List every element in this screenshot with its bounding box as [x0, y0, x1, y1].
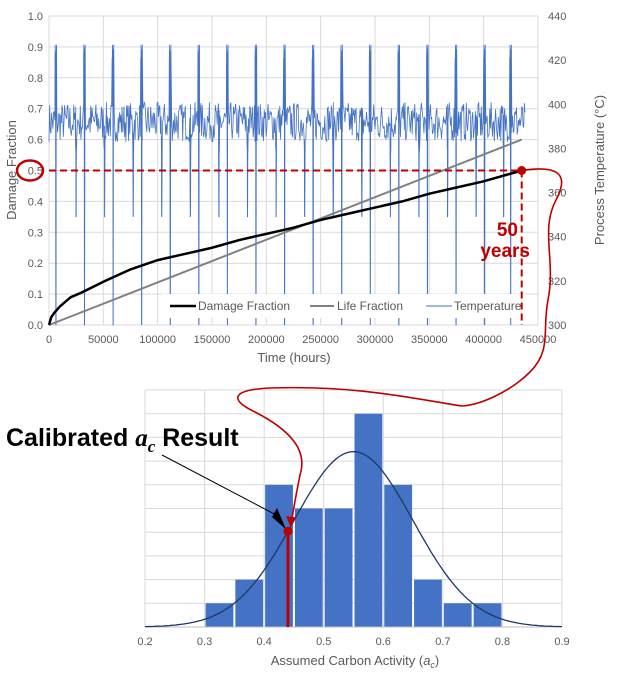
connector-arrowhead — [285, 516, 296, 528]
damage-time-chart: 0.0 0.1 0.2 0.3 0.4 0.5 0.6 0.7 0.8 0.9 1.0 0 50000 1… — [28, 11, 567, 346]
histogram-bar — [235, 579, 264, 627]
y-axis-title-damage: Damage Fraction — [4, 120, 19, 220]
y-tick-label: 0.3 — [28, 227, 43, 239]
x-tick-label: 0.2 — [137, 636, 152, 648]
pointer-arrow-line — [161, 454, 281, 518]
x-tick-label: 250000 — [302, 334, 339, 346]
y2-tick-label: 360 — [548, 188, 566, 200]
x-tick-label: 0.6 — [376, 636, 391, 648]
y2-tick-label: 380 — [548, 143, 566, 155]
x-tick-label: 350000 — [411, 334, 448, 346]
calibrated-result-label: Calibrated ac Result — [6, 424, 239, 456]
y-tick-label: 0.5 — [28, 166, 43, 178]
histogram-bar — [294, 508, 323, 627]
y-tick-label: 0.2 — [28, 258, 43, 270]
y2-axis-title-temperature: Process Temperature (°C) — [592, 95, 607, 245]
legend: Damage Fraction Life Fraction Temperatur… — [170, 299, 522, 313]
y-tick-label: 0.0 — [28, 320, 43, 332]
highlight-circle — [15, 159, 45, 182]
pointer-arrowhead — [272, 508, 286, 530]
y2-tick-label: 400 — [548, 99, 566, 111]
normal-fit-curve — [144, 450, 563, 628]
y-tick-label: 0.7 — [28, 104, 43, 116]
x-tick-label: 100000 — [139, 334, 176, 346]
y2-tick-label: 340 — [548, 232, 566, 244]
carbon-activity-histogram: 0.2 0.3 0.4 0.5 0.6 0.7 0.8 0.9 — [137, 389, 570, 648]
histogram-bar — [384, 484, 413, 627]
x-tick-label: 0.4 — [256, 636, 271, 648]
histogram-bar — [324, 508, 353, 627]
histogram-bar — [414, 579, 442, 627]
temperature-series-line — [48, 44, 526, 326]
x-axis-title-time: Time (hours) — [257, 350, 330, 365]
x-tick-label: 0.8 — [495, 636, 510, 648]
y-tick-label: 0.1 — [28, 289, 43, 301]
y-tick-label: 0.6 — [28, 135, 43, 147]
x-tick-label: 0.5 — [316, 636, 331, 648]
years-label-years: years — [480, 241, 530, 262]
y-tick-label: 0.4 — [28, 196, 43, 208]
y-tick-label: 1.0 — [28, 11, 43, 23]
y-tick-label: 0.9 — [28, 42, 43, 54]
legend-label-temperature: Temperature — [454, 299, 522, 313]
y2-tick-label: 320 — [548, 276, 566, 288]
y2-tick-label: 440 — [548, 11, 566, 23]
x-axis-title-carbon-activity: Assumed Carbon Activity (ac) — [271, 653, 440, 670]
x-tick-label: 450000 — [520, 334, 557, 346]
y-tick-label: 0.8 — [28, 73, 43, 85]
legend-background — [162, 294, 526, 318]
histogram-bar — [443, 603, 472, 627]
x-tick-label: 0.3 — [197, 636, 212, 648]
x-tick-label: 150000 — [194, 334, 231, 346]
years-label-50: 50 — [497, 220, 518, 241]
x-tick-label: 0 — [46, 334, 52, 346]
life-fraction-line — [48, 138, 523, 326]
y2-tick-label: 420 — [548, 55, 566, 67]
x-tick-label: 300000 — [357, 334, 394, 346]
legend-label-damage: Damage Fraction — [198, 299, 290, 313]
damage-fraction-line — [47, 169, 523, 326]
y2-tick-label: 300 — [548, 320, 566, 332]
connector-curve — [236, 168, 563, 526]
histogram-bar — [354, 413, 383, 627]
x-tick-label: 50000 — [88, 334, 119, 346]
x-tick-label: 0.7 — [435, 636, 450, 648]
x-tick-label: 400000 — [465, 334, 502, 346]
x-tick-label: 200000 — [248, 334, 285, 346]
x-tick-label: 0.9 — [554, 636, 569, 648]
annotations — [15, 159, 563, 627]
legend-label-life: Life Fraction — [337, 299, 403, 313]
